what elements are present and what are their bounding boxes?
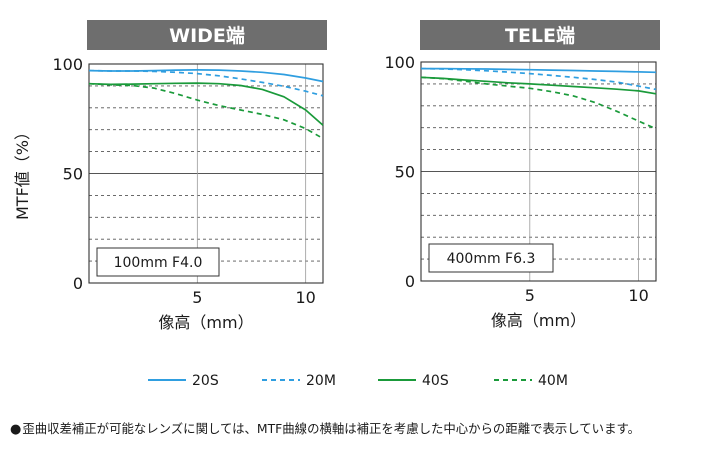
series-line-20s [88,69,324,83]
y-tick-label: 100 [384,53,415,72]
legend-label-20s: 20S [192,373,219,389]
x-tick-label: 5 [192,288,202,307]
chart-title: TELE端 [505,24,575,47]
legend: 20S 20M 40S 40M [148,373,568,389]
y-tick-label: 50 [395,163,415,182]
y-tick-label: 0 [405,272,415,291]
lens-spec-box [428,243,554,273]
series-line-40s [420,76,657,95]
series-line-40s [88,82,324,126]
y-tick-label: 0 [73,274,83,293]
legend-label-40s: 40S [422,373,449,389]
plot-frame [88,63,324,284]
lens-spec-label: 400mm F6.3 [447,251,536,267]
y-tick-label: 50 [63,165,83,184]
lens-spec-label: 100mm F4.0 [114,255,203,271]
footnote-text: 歪曲収差補正が可能なレンズに関しては、MTF曲線の横軸は補正を考慮した中心からの… [22,421,640,436]
x-axis-label: 像高（mm） [158,313,253,332]
chart-header-bar [420,20,660,50]
chart-title: WIDE端 [169,24,245,47]
y-tick-label: 100 [52,55,83,74]
lens-spec-box [96,247,220,277]
y-axis-label: MTF値（%） [13,124,32,220]
plot-frame [420,61,657,282]
series-line-20m [420,67,657,91]
x-tick-label: 10 [295,288,315,307]
legend-label-20m: 20M [306,373,336,389]
legend-label-40m: 40M [538,373,568,389]
wide-chart: WIDE端 0 50 100 5 10 像高（mm） 100mm F4.0 [52,20,327,332]
series-line-40m [420,76,657,130]
footnote: ●歪曲収差補正が可能なレンズに関しては、MTF曲線の横軸は補正を考慮した中心から… [10,420,710,438]
x-axis-label: 像高（mm） [491,311,586,330]
x-tick-label: 10 [628,286,648,305]
bullet-icon: ● [10,422,22,437]
series-line-40m [88,82,324,140]
tele-chart: TELE端 0 50 100 5 10 像高（mm） 400mm F6.3 [384,20,660,330]
x-tick-label: 5 [525,286,535,305]
series-line-20s [421,67,657,74]
chart-header-bar [87,20,327,50]
series-line-20m [88,69,324,97]
